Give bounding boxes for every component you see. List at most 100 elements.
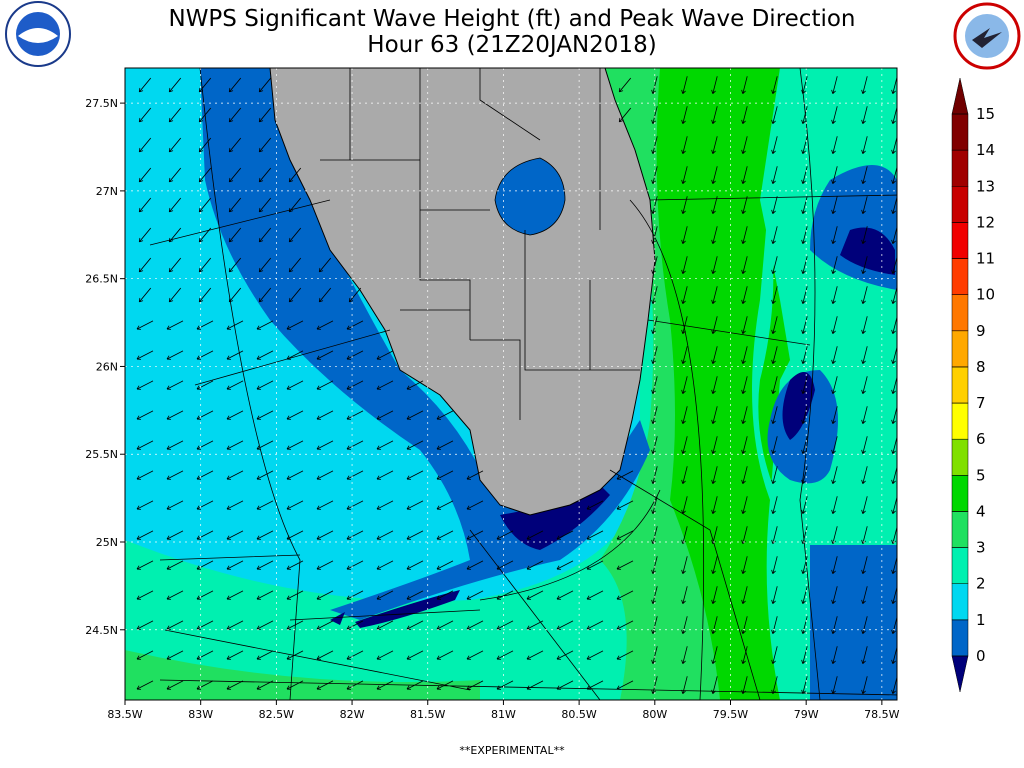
arrow (466, 680, 484, 690)
sea-3-4 (125, 650, 480, 700)
arrow (861, 76, 868, 95)
arrow (198, 167, 212, 183)
arrow (801, 616, 808, 635)
arrow (801, 556, 808, 575)
arrow (771, 586, 778, 605)
arrow (286, 470, 304, 480)
arrow (166, 530, 184, 540)
arrow (316, 350, 334, 360)
arrow (771, 646, 778, 665)
arrow (166, 500, 184, 510)
arrow (861, 376, 868, 395)
arrow (891, 556, 897, 575)
arrow (346, 590, 364, 600)
arrow (651, 166, 658, 185)
arrow (228, 167, 242, 183)
arrow (651, 406, 658, 425)
arrow (226, 350, 244, 360)
x-tick-label: 80W (642, 708, 667, 721)
arrow (436, 620, 454, 630)
colorbar-label: 4 (976, 502, 986, 520)
noaa-logo (5, 1, 71, 67)
arrow (891, 646, 897, 665)
arrow (406, 500, 424, 510)
arrow (196, 650, 214, 660)
arrow (771, 676, 778, 695)
arrow (616, 470, 634, 480)
arrow (256, 590, 274, 600)
arrow (166, 410, 184, 420)
axes: 83.5W 83W 82.5W 82W 81.5W 81W 80.5W 80W 79.5W 79W… (85, 97, 899, 721)
arrow (166, 590, 184, 600)
arrow (616, 560, 634, 570)
arrow (166, 350, 184, 360)
arrow (801, 406, 808, 425)
arrow (741, 166, 748, 185)
arrow (256, 620, 274, 630)
sea-2-3-east (752, 68, 897, 700)
arrow (651, 676, 658, 695)
arrow (346, 530, 364, 540)
arrow (436, 590, 454, 600)
arrow (771, 76, 778, 95)
arrow (711, 286, 718, 305)
arrow (651, 196, 658, 215)
arrow (831, 646, 838, 665)
arrow (861, 286, 868, 305)
colorbar-label: 13 (976, 177, 995, 195)
colorbar-label: 3 (976, 539, 986, 557)
arrow (228, 227, 242, 243)
arrow (681, 436, 688, 455)
arrow (801, 466, 808, 485)
colorbar-label: 5 (976, 466, 986, 484)
arrow (891, 166, 897, 185)
arrow (258, 107, 272, 123)
arrow (406, 380, 424, 390)
arrow (406, 410, 424, 420)
arrow (651, 646, 658, 665)
arrow (406, 590, 424, 600)
arrow (286, 350, 304, 360)
arrow (226, 440, 244, 450)
arrow (831, 76, 838, 95)
arrow (891, 676, 897, 695)
arrow (556, 560, 574, 570)
colorbar-bin (951, 547, 969, 584)
arrow (346, 680, 364, 690)
arrow (801, 676, 808, 695)
arrow (466, 620, 484, 630)
arrow (166, 680, 184, 690)
arrow (681, 316, 688, 335)
arrow (376, 530, 394, 540)
arrow (226, 380, 244, 390)
arrow (136, 320, 154, 330)
arrow (286, 410, 304, 420)
colorbar-bin (951, 475, 969, 512)
arrow (711, 136, 718, 155)
arrow (288, 227, 302, 243)
arrow (526, 650, 544, 660)
arrow (861, 136, 868, 155)
arrow (138, 107, 152, 123)
arrow (138, 197, 152, 213)
arrow (258, 287, 272, 303)
arrow (196, 620, 214, 630)
arrow (831, 466, 838, 485)
arrow (741, 196, 748, 215)
arrow (286, 680, 304, 690)
arrow (286, 380, 304, 390)
arrow (166, 320, 184, 330)
arrow (136, 470, 154, 480)
arrow (801, 106, 808, 125)
arrow (741, 286, 748, 305)
arrow (316, 470, 334, 480)
arrow (771, 136, 778, 155)
arrow (138, 167, 152, 183)
y-tick-label: 27.5N (85, 97, 118, 110)
arrow (891, 196, 897, 215)
arrow (801, 196, 808, 215)
arrow (316, 530, 334, 540)
arrow (496, 530, 514, 540)
arrow (226, 530, 244, 540)
arrow (801, 226, 808, 245)
